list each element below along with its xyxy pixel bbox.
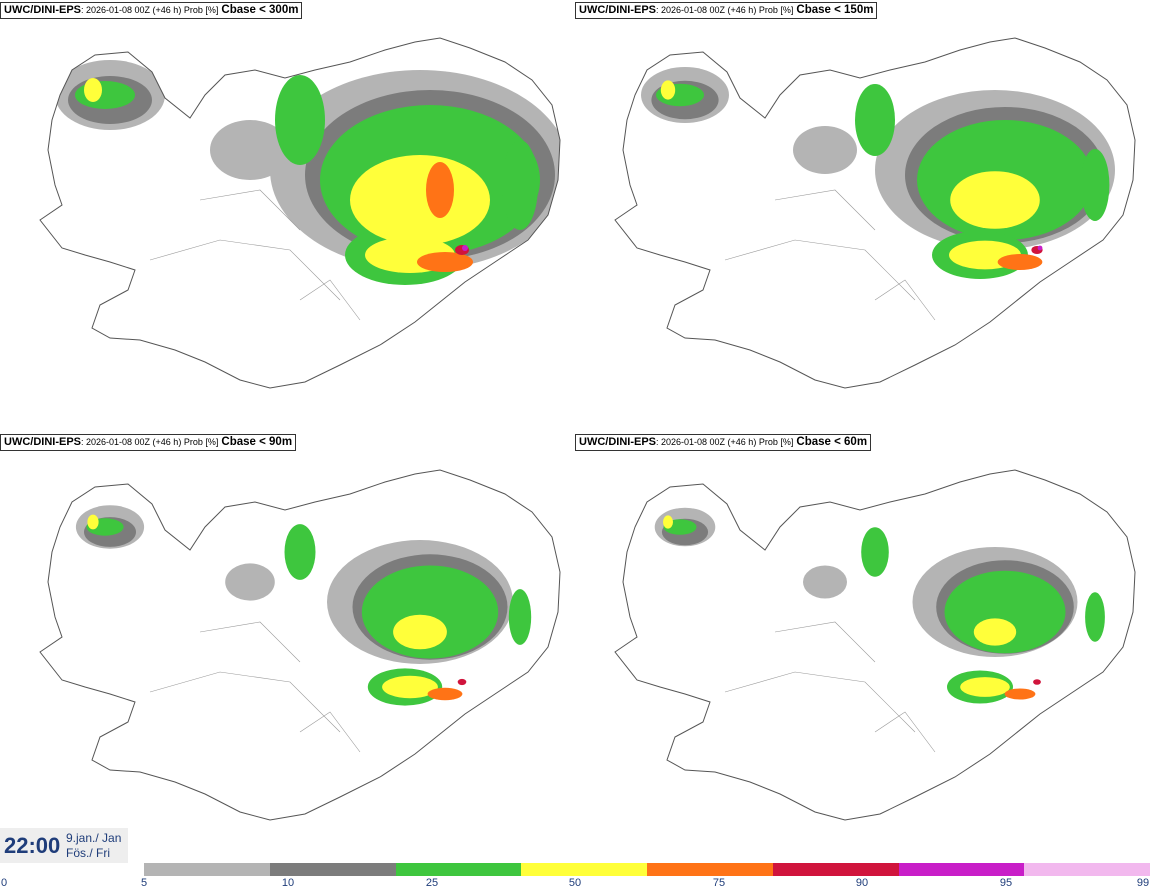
probability-field [55,60,560,285]
colorbar-segment [269,863,396,876]
colorbar-tick-label: 75 [712,877,726,889]
colorbar-segment [898,863,1025,876]
colorbar-tick-label: 95 [999,877,1013,889]
map-panel: UWC/DINI-EPS: 2026-01-08 00Z (+46 h) Pro… [0,432,575,860]
roads [149,189,361,321]
colorbar-tick-label: 90 [855,877,869,889]
model-name: UWC/DINI-EPS [579,4,656,16]
coastline [39,469,561,821]
colorbar-tick-label: 99 [1136,877,1150,889]
map-panel: UWC/DINI-EPS: 2026-01-08 00Z (+46 h) Pro… [575,0,1150,428]
panel-title: UWC/DINI-EPS: 2026-01-08 00Z (+46 h) Pro… [0,434,297,451]
roads [724,189,936,321]
colorbar-segment [1024,863,1150,876]
colorbar-tick-label: 25 [425,877,439,889]
model-name: UWC/DINI-EPS [4,4,81,16]
model-name: UWC/DINI-EPS [579,436,656,448]
colorbar-segment [521,863,647,876]
panel-title: UWC/DINI-EPS: 2026-01-08 00Z (+46 h) Pro… [575,434,872,451]
valid-date-line1: 9.jan./ Jan [66,831,122,845]
variable-name: Cbase < 150m [796,4,874,16]
colorbar-tick-label: 10 [281,877,295,889]
coastline [614,469,1136,821]
panel-title: UWC/DINI-EPS: 2026-01-08 00Z (+46 h) Pro… [0,2,303,19]
variable-name: Cbase < 60m [796,436,868,448]
colorbar-segment [772,863,899,876]
colorbar-segment [395,863,522,876]
probability-field [654,507,1105,704]
probability-field [75,505,532,706]
colorbar-segment [144,863,270,876]
iceland-map [614,469,1136,821]
valid-time-box: 22:00 9.jan./ Jan Fös./ Fri [0,828,128,863]
coastline [39,37,561,389]
variable-name: Cbase < 300m [221,4,299,16]
colorbar-segment [647,863,773,876]
valid-time: 22:00 [4,833,61,858]
roads [724,621,936,753]
roads [149,621,361,753]
probability-colorbar [144,863,1150,876]
model-name: UWC/DINI-EPS [4,436,81,448]
valid-date-line2: Fös./ Fri [66,846,110,860]
colorbar-tick-label: 0 [0,877,8,889]
run-info: : 2026-01-08 00Z (+46 h) Prob [%] [656,5,794,15]
run-info: : 2026-01-08 00Z (+46 h) Prob [%] [656,437,794,447]
colorbar-tick-label: 5 [140,877,148,889]
map-panel: UWC/DINI-EPS: 2026-01-08 00Z (+46 h) Pro… [0,0,575,428]
iceland-map [614,37,1136,389]
run-info: : 2026-01-08 00Z (+46 h) Prob [%] [81,437,219,447]
probability-field [641,67,1115,279]
coastline [614,37,1136,389]
variable-name: Cbase < 90m [221,436,293,448]
map-panel: UWC/DINI-EPS: 2026-01-08 00Z (+46 h) Pro… [575,432,1150,860]
run-info: : 2026-01-08 00Z (+46 h) Prob [%] [81,5,219,15]
iceland-map [39,469,561,821]
iceland-map [39,37,561,389]
colorbar-tick-label: 50 [568,877,582,889]
panel-title: UWC/DINI-EPS: 2026-01-08 00Z (+46 h) Pro… [575,2,878,19]
